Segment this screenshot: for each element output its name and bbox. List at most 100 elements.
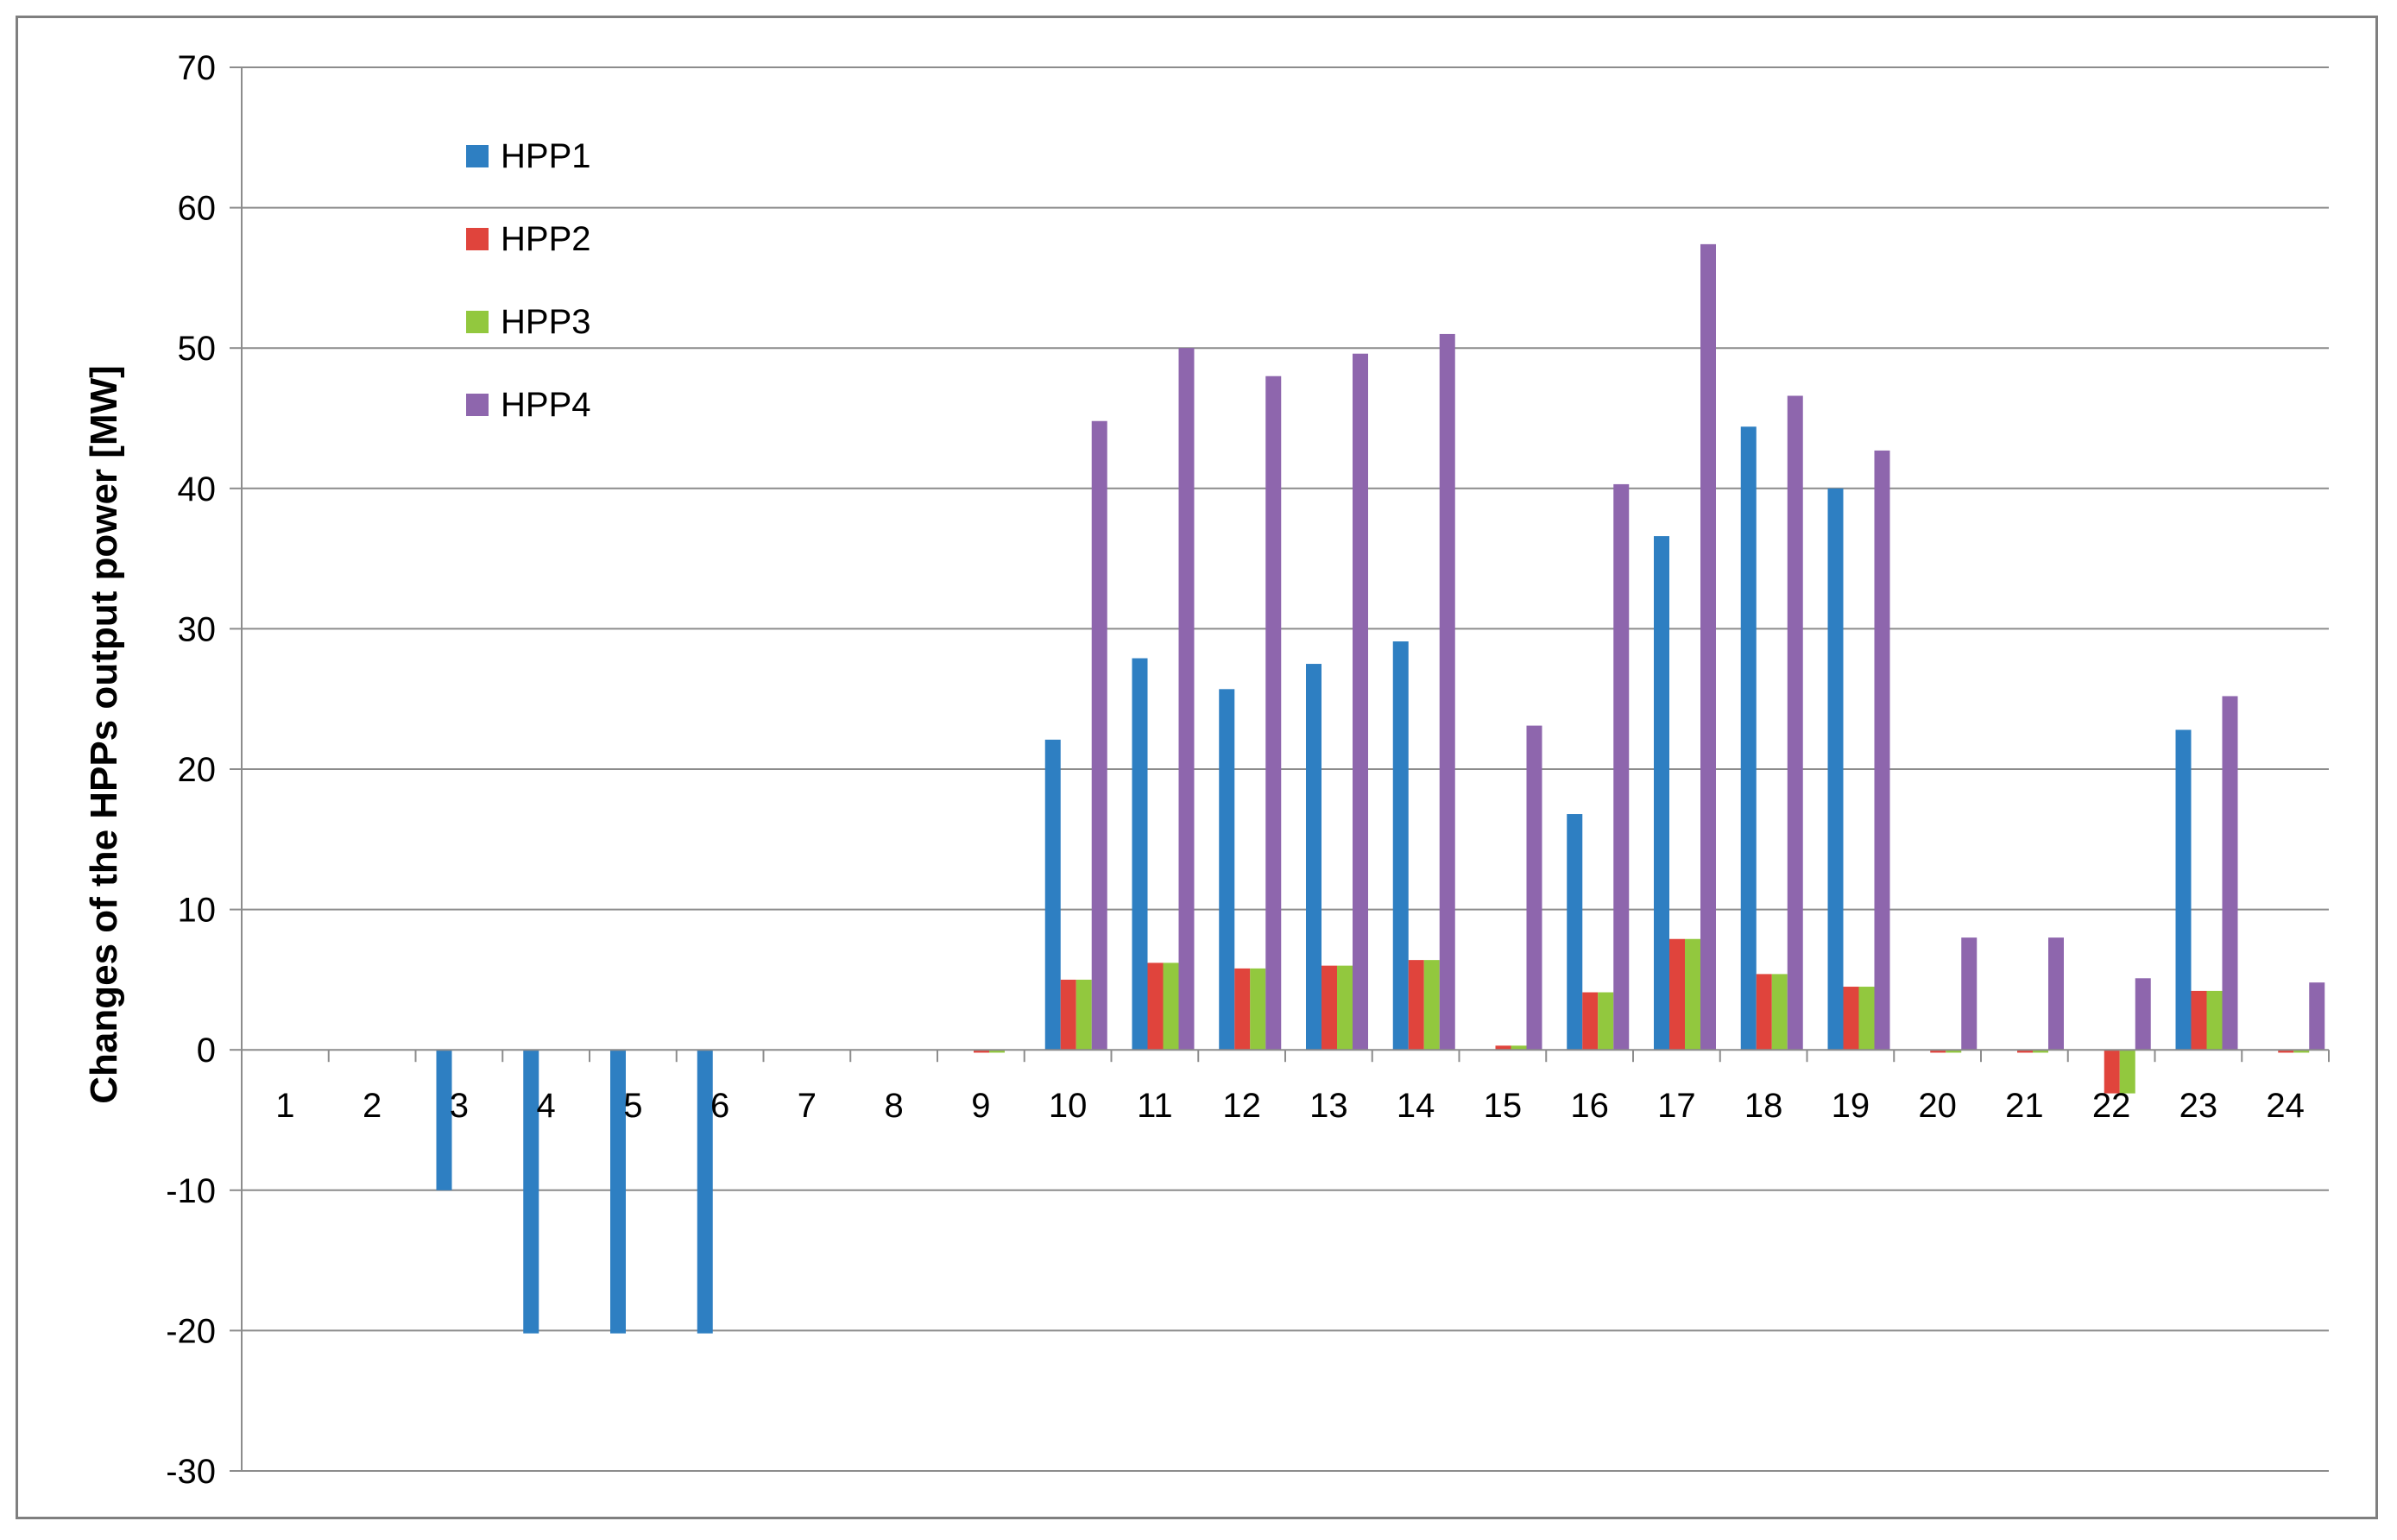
x-tick-label: 24	[2266, 1087, 2305, 1125]
bar-hpp3-17	[1685, 938, 1700, 1051]
bar-hpp1-5	[610, 1050, 626, 1334]
bar-hpp1-16	[1567, 814, 1583, 1051]
legend-label-hpp1: HPP1	[501, 137, 591, 175]
gridlines	[242, 66, 2329, 1472]
bar-hpp4-14	[1439, 333, 1455, 1051]
bar-hpp3-16	[1598, 992, 1614, 1051]
bar-hpp3-9	[989, 1050, 1005, 1053]
bar-hpp4-22	[2135, 978, 2151, 1051]
x-tick-label: 22	[2092, 1087, 2131, 1125]
bar-hpp3-14	[1423, 960, 1440, 1051]
bar-hpp2-13	[1322, 965, 1337, 1051]
y-tick-label: 50	[178, 330, 217, 368]
y-tick-label: -10	[166, 1172, 216, 1210]
x-tick-label: 7	[798, 1087, 817, 1125]
bar-hpp4-17	[1700, 243, 1716, 1051]
y-tick-labels: 70 60 50 40 30 20 10 0 -10 -20 -30	[166, 49, 216, 1491]
x-tick-label: 21	[2005, 1087, 2044, 1125]
legend-label-hpp4: HPP4	[501, 386, 591, 424]
bar-hpp4-16	[1613, 483, 1630, 1051]
bar-hpp3-20	[1946, 1050, 1962, 1053]
bar-hpp3-22	[2119, 1050, 2135, 1094]
bar-hpp4-12	[1265, 376, 1282, 1051]
bar-hpp4-20	[1961, 937, 1978, 1051]
bar-hpp3-12	[1250, 968, 1266, 1051]
x-tick-label: 15	[1484, 1087, 1523, 1125]
x-tick-label: 4	[537, 1087, 556, 1125]
bar-hpp1-3	[436, 1050, 452, 1190]
bar-hpp3-23	[2206, 990, 2223, 1051]
bar-hpp2-17	[1669, 938, 1685, 1051]
x-tick-label: 10	[1049, 1087, 1088, 1125]
bar-hpp1-10	[1044, 739, 1061, 1051]
bar-hpp1-11	[1132, 658, 1148, 1051]
bar-hpp1-13	[1306, 664, 1322, 1051]
legend-label-hpp3: HPP3	[501, 303, 591, 341]
bar-hpp3-10	[1075, 979, 1092, 1051]
x-tick-label: 2	[363, 1087, 382, 1125]
bar-hpp4-21	[2048, 937, 2064, 1051]
x-tick-label: 11	[1137, 1087, 1173, 1125]
y-tick-label: 0	[197, 1032, 216, 1070]
x-tick-label: 16	[1570, 1087, 1609, 1125]
x-tick-label: 18	[1744, 1087, 1783, 1125]
x-tick-label: 3	[450, 1087, 469, 1125]
legend-label-hpp2: HPP2	[501, 220, 591, 258]
y-tick-label: 60	[178, 190, 217, 228]
bar-hpp2-22	[2104, 1050, 2120, 1094]
y-tick-label: -30	[166, 1453, 216, 1491]
bar-hpp3-18	[1771, 974, 1788, 1051]
y-tick-label: 10	[178, 892, 217, 930]
x-tick-label: 19	[1832, 1087, 1870, 1125]
bar-hpp4-15	[1526, 725, 1542, 1051]
chart-frame	[16, 16, 2378, 1519]
y-tick-label: 20	[178, 751, 217, 789]
bar-hpp2-14	[1408, 960, 1424, 1051]
x-tick-label: 9	[971, 1087, 990, 1125]
bar-hpp3-11	[1163, 962, 1179, 1051]
x-tick-label: 20	[1918, 1087, 1957, 1125]
x-tick-label: 1	[275, 1087, 294, 1125]
bar-hpp2-10	[1060, 979, 1076, 1051]
bar-hpp4-18	[1787, 395, 1803, 1051]
x-tick-label: 6	[710, 1087, 729, 1125]
x-tick-label: 23	[2179, 1087, 2218, 1125]
bar-hpp3-24	[2293, 1050, 2310, 1053]
bar-hpp2-16	[1582, 992, 1599, 1051]
bar-hpp2-18	[1756, 974, 1772, 1051]
bar-hpp4-23	[2222, 696, 2238, 1051]
x-tick-label: 17	[1657, 1087, 1696, 1125]
axes	[230, 66, 2330, 1472]
legend-swatch-hpp2	[466, 228, 489, 250]
bar-hpp4-10	[1091, 420, 1107, 1051]
bar-hpp1-4	[523, 1050, 539, 1334]
y-tick-label: 40	[178, 470, 217, 508]
y-axis-title: Changes of the HPPs output power [MW]	[83, 365, 125, 1104]
bar-hpp4-24	[2309, 982, 2325, 1051]
bar-hpp1-14	[1392, 641, 1409, 1051]
bar-hpp4-19	[1874, 450, 1890, 1051]
bar-hpp3-15	[1511, 1045, 1527, 1051]
y-tick-label: 30	[178, 610, 217, 648]
x-tick-label: 12	[1222, 1087, 1261, 1125]
bar-hpp2-23	[2191, 990, 2207, 1051]
bar-hpp2-15	[1495, 1045, 1511, 1051]
legend-swatch-hpp4	[466, 394, 489, 416]
bar-hpp1-19	[1827, 488, 1844, 1051]
bar-hpp1-6	[697, 1050, 713, 1334]
bar-hpp1-12	[1219, 689, 1235, 1051]
bars	[436, 243, 2325, 1334]
bar-hpp1-23	[2175, 729, 2192, 1051]
x-tick-label: 13	[1309, 1087, 1348, 1125]
x-tick-label: 14	[1397, 1087, 1435, 1125]
x-tick-label: 8	[885, 1087, 904, 1125]
bar-hpp4-11	[1178, 348, 1195, 1051]
bar-hpp2-12	[1234, 968, 1251, 1051]
bar-hpp2-9	[974, 1050, 989, 1053]
bar-hpp2-24	[2278, 1050, 2294, 1053]
y-tick-label: 70	[178, 49, 217, 87]
bar-hpp3-13	[1337, 965, 1353, 1051]
bar-hpp2-19	[1843, 987, 1859, 1051]
bar-hpp2-21	[2017, 1050, 2033, 1053]
